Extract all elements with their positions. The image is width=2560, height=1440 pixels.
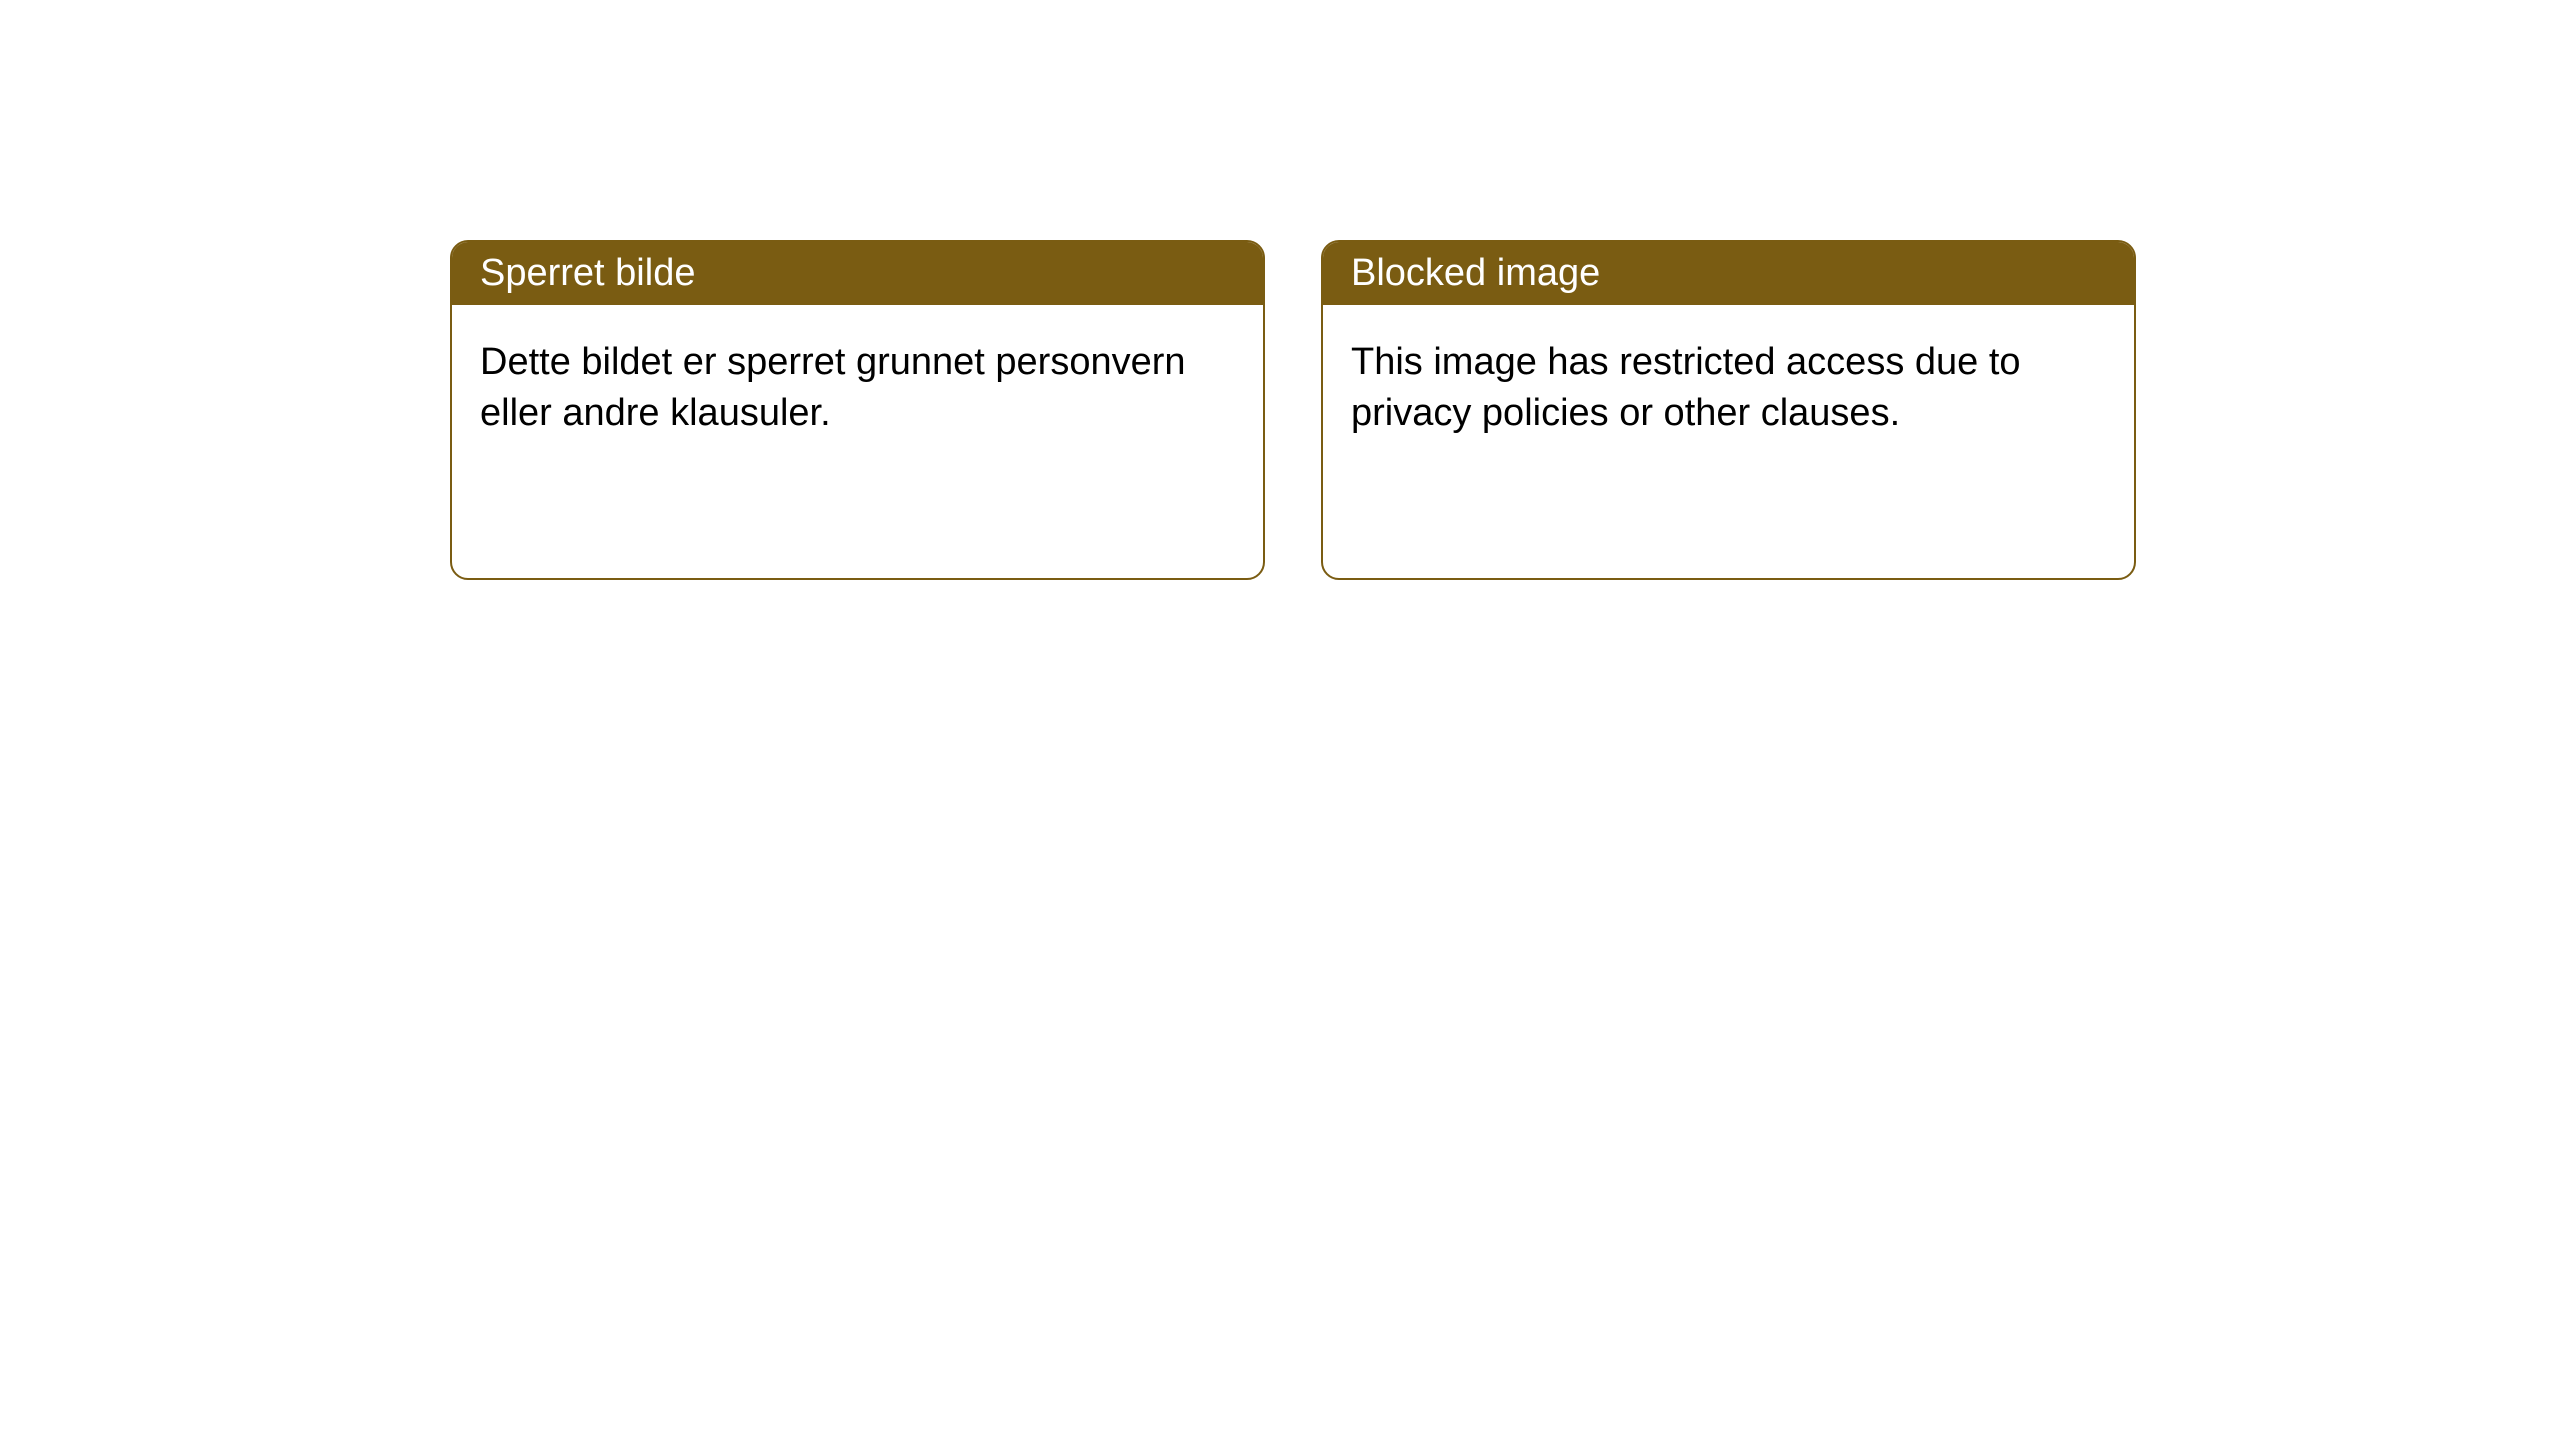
blocked-image-card-en: Blocked image This image has restricted …	[1321, 240, 2136, 580]
card-body-en: This image has restricted access due to …	[1323, 305, 2134, 472]
card-body-no: Dette bildet er sperret grunnet personve…	[452, 305, 1263, 472]
cards-container: Sperret bilde Dette bildet er sperret gr…	[450, 240, 2136, 580]
card-text-no: Dette bildet er sperret grunnet personve…	[480, 341, 1186, 434]
blocked-image-card-no: Sperret bilde Dette bildet er sperret gr…	[450, 240, 1265, 580]
card-title-no: Sperret bilde	[480, 252, 695, 294]
card-header-en: Blocked image	[1323, 242, 2134, 305]
card-header-no: Sperret bilde	[452, 242, 1263, 305]
card-title-en: Blocked image	[1351, 252, 1600, 294]
card-text-en: This image has restricted access due to …	[1351, 341, 2021, 434]
